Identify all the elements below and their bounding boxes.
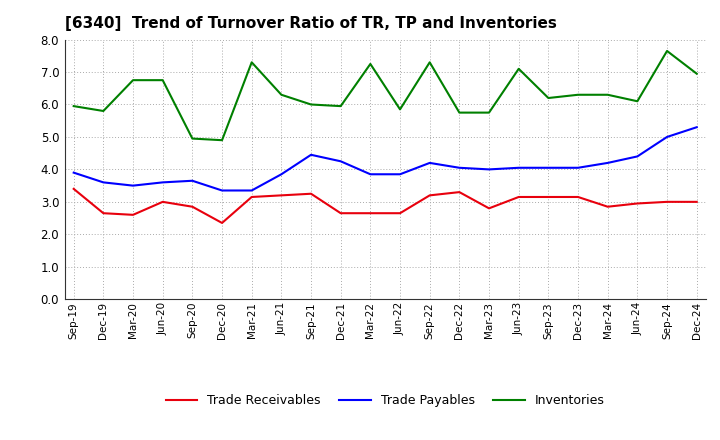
Trade Receivables: [366, 211, 374, 216]
Trade Payables: [307, 152, 315, 158]
Inventories: [693, 71, 701, 76]
Inventories: [336, 103, 345, 109]
Line: Inventories: Inventories: [73, 51, 697, 140]
Inventories: [633, 99, 642, 104]
Trade Payables: [69, 170, 78, 175]
Trade Payables: [396, 172, 405, 177]
Trade Receivables: [455, 190, 464, 195]
Trade Receivables: [336, 211, 345, 216]
Inventories: [544, 95, 553, 101]
Trade Receivables: [248, 194, 256, 200]
Trade Receivables: [277, 193, 286, 198]
Inventories: [188, 136, 197, 141]
Trade Receivables: [69, 186, 78, 191]
Inventories: [426, 60, 434, 65]
Inventories: [69, 103, 78, 109]
Trade Payables: [514, 165, 523, 170]
Inventories: [277, 92, 286, 97]
Inventories: [129, 77, 138, 83]
Trade Payables: [277, 172, 286, 177]
Trade Payables: [633, 154, 642, 159]
Trade Payables: [248, 188, 256, 193]
Trade Payables: [99, 180, 108, 185]
Trade Receivables: [544, 194, 553, 200]
Trade Receivables: [633, 201, 642, 206]
Trade Payables: [217, 188, 226, 193]
Inventories: [217, 138, 226, 143]
Trade Payables: [574, 165, 582, 170]
Trade Receivables: [485, 205, 493, 211]
Trade Payables: [603, 160, 612, 165]
Inventories: [396, 107, 405, 112]
Trade Payables: [662, 134, 671, 139]
Inventories: [514, 66, 523, 71]
Trade Payables: [485, 167, 493, 172]
Trade Receivables: [307, 191, 315, 196]
Trade Payables: [693, 125, 701, 130]
Trade Receivables: [99, 211, 108, 216]
Line: Trade Receivables: Trade Receivables: [73, 189, 697, 223]
Trade Receivables: [514, 194, 523, 200]
Trade Receivables: [129, 212, 138, 217]
Inventories: [485, 110, 493, 115]
Trade Receivables: [662, 199, 671, 205]
Inventories: [662, 48, 671, 54]
Trade Receivables: [217, 220, 226, 226]
Trade Payables: [336, 159, 345, 164]
Inventories: [455, 110, 464, 115]
Trade Payables: [158, 180, 167, 185]
Trade Payables: [188, 178, 197, 183]
Trade Payables: [366, 172, 374, 177]
Text: [6340]  Trend of Turnover Ratio of TR, TP and Inventories: [6340] Trend of Turnover Ratio of TR, TP…: [65, 16, 557, 32]
Trade Receivables: [188, 204, 197, 209]
Inventories: [248, 60, 256, 65]
Inventories: [307, 102, 315, 107]
Trade Payables: [544, 165, 553, 170]
Trade Receivables: [603, 204, 612, 209]
Trade Payables: [129, 183, 138, 188]
Line: Trade Payables: Trade Payables: [73, 127, 697, 191]
Inventories: [603, 92, 612, 97]
Inventories: [366, 61, 374, 66]
Trade Receivables: [574, 194, 582, 200]
Trade Receivables: [396, 211, 405, 216]
Inventories: [574, 92, 582, 97]
Legend: Trade Receivables, Trade Payables, Inventories: Trade Receivables, Trade Payables, Inven…: [161, 389, 610, 412]
Trade Payables: [426, 160, 434, 165]
Inventories: [99, 108, 108, 114]
Trade Payables: [455, 165, 464, 170]
Trade Receivables: [693, 199, 701, 205]
Inventories: [158, 77, 167, 83]
Trade Receivables: [158, 199, 167, 205]
Trade Receivables: [426, 193, 434, 198]
